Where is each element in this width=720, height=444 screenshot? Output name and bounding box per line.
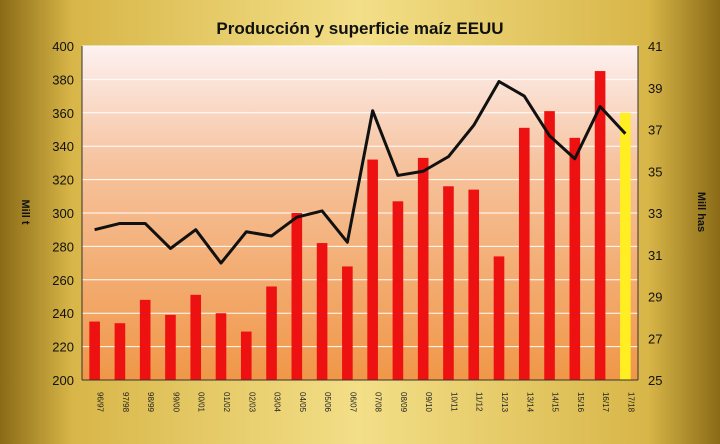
bar bbox=[493, 256, 505, 380]
x-tick-label: 02/03 bbox=[247, 392, 256, 413]
bar bbox=[114, 323, 126, 380]
bar bbox=[139, 299, 151, 380]
y-tick-label: 240 bbox=[52, 306, 74, 321]
y-tick-label: 400 bbox=[52, 39, 74, 54]
y2-tick-label: 25 bbox=[648, 373, 662, 388]
bar bbox=[544, 111, 555, 380]
bar bbox=[468, 189, 480, 380]
bar bbox=[291, 213, 303, 380]
x-tick-label: 06/07 bbox=[348, 392, 357, 413]
x-tick-label: 11/12 bbox=[475, 392, 484, 412]
x-tick-label: 01/02 bbox=[222, 392, 231, 413]
y2-tick-label: 37 bbox=[648, 123, 662, 138]
bar bbox=[342, 266, 353, 380]
x-tick-label: 12/13 bbox=[500, 392, 509, 413]
x-tick-label: 96/97 bbox=[96, 392, 105, 413]
y2-tick-label: 35 bbox=[648, 164, 662, 179]
bar bbox=[165, 314, 176, 380]
x-tick-label: 17/18 bbox=[626, 392, 635, 413]
x-tick-label: 09/10 bbox=[424, 392, 433, 413]
x-tick-label: 16/17 bbox=[601, 392, 610, 413]
x-tick-label: 99/00 bbox=[171, 392, 180, 413]
bar bbox=[215, 313, 227, 380]
x-tick-label: 10/11 bbox=[449, 392, 458, 412]
y-axis-label-right: Mill has bbox=[695, 192, 707, 232]
bar bbox=[392, 201, 404, 380]
x-tick-label: 15/16 bbox=[576, 392, 585, 413]
bar bbox=[316, 243, 328, 380]
x-tick-label: 13/14 bbox=[525, 392, 534, 413]
x-tick-label: 00/01 bbox=[197, 392, 206, 413]
y-axis-label-left: Mill t bbox=[19, 199, 31, 224]
y2-tick-label: 29 bbox=[648, 290, 662, 305]
y-tick-label: 380 bbox=[52, 72, 74, 87]
x-tick-label: 14/15 bbox=[551, 392, 560, 413]
bar bbox=[367, 159, 378, 380]
x-tick-label: 04/05 bbox=[298, 392, 307, 413]
series-line bbox=[94, 79, 627, 265]
bar bbox=[518, 127, 530, 380]
x-tick-label: 07/08 bbox=[374, 392, 383, 413]
x-tick-label: 03/04 bbox=[273, 392, 282, 413]
y2-tick-label: 27 bbox=[648, 331, 662, 346]
y-tick-label: 260 bbox=[52, 273, 74, 288]
y-tick-label: 320 bbox=[52, 173, 74, 188]
y2-tick-label: 39 bbox=[648, 81, 662, 96]
y-tick-label: 200 bbox=[52, 373, 74, 388]
y-tick-label: 300 bbox=[52, 206, 74, 221]
x-tick-label: 05/06 bbox=[323, 392, 332, 413]
bar bbox=[89, 321, 100, 380]
x-tick-label: 97/98 bbox=[121, 392, 130, 413]
bar bbox=[594, 71, 606, 381]
y-tick-label: 280 bbox=[52, 239, 74, 254]
bar bbox=[569, 137, 581, 380]
y-tick-label: 220 bbox=[52, 340, 74, 355]
bar bbox=[190, 294, 202, 380]
bar bbox=[240, 331, 252, 380]
x-tick-label: 98/99 bbox=[146, 392, 155, 413]
bar bbox=[443, 186, 454, 380]
y2-tick-label: 33 bbox=[648, 206, 662, 221]
y-tick-label: 340 bbox=[52, 139, 74, 154]
x-tick-label: 08/09 bbox=[399, 392, 408, 413]
bar bbox=[417, 157, 429, 380]
bar bbox=[266, 286, 277, 380]
bar bbox=[620, 112, 631, 381]
y-tick-label: 360 bbox=[52, 106, 74, 121]
y2-tick-label: 31 bbox=[648, 248, 662, 263]
chart-title: Producción y superficie maíz EEUU bbox=[216, 19, 503, 38]
plot-area: 200 220 240 260 280 300 320 340 360 380 400 25 27 29 3… bbox=[52, 39, 662, 413]
y2-tick-label: 41 bbox=[648, 39, 662, 54]
